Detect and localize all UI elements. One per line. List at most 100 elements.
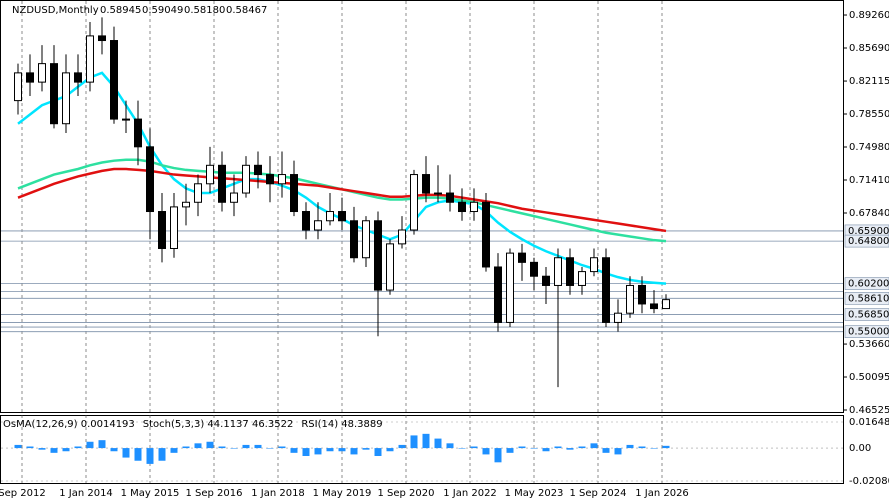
header-value: 0.58467 <box>226 5 267 16</box>
candle-body <box>566 257 574 286</box>
moving-average <box>17 167 667 233</box>
candle-body <box>410 174 418 231</box>
candle-body <box>170 206 178 249</box>
main-frame <box>0 0 844 413</box>
osma-bar <box>158 448 166 461</box>
candle-body <box>302 211 310 231</box>
x-tick-label: 1 Jan 2026 <box>635 488 689 499</box>
candle-body <box>554 257 562 286</box>
y-tick-label: -0.020807 <box>849 476 889 487</box>
candle-body <box>182 201 190 208</box>
candle-body <box>374 220 382 291</box>
level-label-box <box>844 308 889 321</box>
candle-body <box>38 63 46 83</box>
level-label: 0.65900 <box>848 226 889 237</box>
osma-bar <box>86 441 94 449</box>
osma-bar <box>134 448 142 461</box>
osma-bar <box>530 448 538 449</box>
osma-bar <box>206 441 214 449</box>
osma-bar <box>278 446 286 449</box>
osma-bar <box>578 446 586 449</box>
x-tick-label: Sep 2012 <box>0 488 46 499</box>
candle-body <box>314 220 322 231</box>
osma-bar <box>410 435 418 449</box>
candle-body <box>110 40 118 120</box>
x-tick-label: 1 Sep 2020 <box>377 488 434 499</box>
x-tick-label: 1 Jan 2022 <box>443 488 497 499</box>
osma-bar <box>446 443 454 449</box>
osma-bar <box>326 448 334 452</box>
y-tick-label: 0.89260 <box>849 10 889 21</box>
level-label-box <box>844 325 889 338</box>
candle-body <box>350 220 358 259</box>
candle-body <box>470 201 478 213</box>
indicator-label: RSI(14) 48.3889 <box>301 419 382 430</box>
candle-body <box>206 164 214 185</box>
candle-body <box>638 284 646 305</box>
candle-body <box>362 220 370 259</box>
osma-bar <box>62 448 70 452</box>
candle-body <box>434 192 442 195</box>
osma-bar <box>518 446 526 449</box>
x-tick-label: 1 May 2019 <box>313 488 372 499</box>
osma-bar <box>110 448 118 452</box>
header-value: 0.58945 <box>100 5 141 16</box>
header: NZDUSD,Monthly <box>12 5 99 16</box>
osma-bar <box>122 448 130 458</box>
osma-bar <box>554 446 562 449</box>
y-tick-label: 0.46525 <box>849 405 889 416</box>
candle-body <box>614 312 622 323</box>
y-tick-label: 0.85690 <box>849 43 889 54</box>
osma-bar <box>458 448 466 449</box>
osma-bar <box>230 448 238 449</box>
candle-body <box>62 72 70 125</box>
candle-body <box>494 266 502 323</box>
osma-bar <box>482 448 490 455</box>
osma-bar <box>266 448 274 449</box>
x-tick-label: 1 Sep 2016 <box>185 488 242 499</box>
candle-body <box>230 192 238 203</box>
osma-bar <box>434 438 442 449</box>
osma-bar <box>314 448 322 455</box>
candle-body <box>26 72 34 83</box>
candle-body <box>134 118 142 148</box>
osma-bar <box>338 448 346 452</box>
osma-bar <box>14 444 22 449</box>
level-label-box <box>844 292 889 305</box>
osma-bar <box>386 448 394 452</box>
y-tick-label: 0.71410 <box>849 175 889 186</box>
y-tick-label: 0.78550 <box>849 109 889 120</box>
osma-bar <box>254 444 262 449</box>
osma-bar <box>374 448 382 456</box>
candle-body <box>14 72 22 102</box>
header-value: 0.58180 <box>184 5 225 16</box>
osma-bar <box>218 446 226 449</box>
osma-bar <box>302 448 310 456</box>
candle-body <box>590 257 598 273</box>
osma-bar <box>398 444 406 449</box>
symbol: NZDUSD,Monthly <box>12 5 99 16</box>
osma-bar <box>650 448 658 449</box>
indicator-frame <box>0 415 844 484</box>
candle-body <box>386 243 394 291</box>
y-tick-label: 0.67840 <box>849 208 889 219</box>
osma-bar <box>50 448 58 453</box>
candle-body <box>242 164 250 194</box>
candle-body <box>122 118 130 121</box>
osma-bar <box>242 444 250 449</box>
x-tick-label: 1 Jan 2018 <box>251 488 305 499</box>
osma-bar <box>626 444 634 449</box>
indicator-label: Stoch(5,3,3) 44.1137 46.3522 <box>143 419 294 430</box>
candle-body <box>194 183 202 203</box>
osma-bar <box>74 446 82 449</box>
x-tick-label: 1 May 2015 <box>121 488 180 499</box>
candle-body <box>446 192 454 203</box>
candle-body <box>458 201 466 213</box>
osma-bar <box>542 448 550 452</box>
osma-bar <box>602 448 610 453</box>
header-value: 0.59049 <box>142 5 183 16</box>
candle-body <box>86 35 94 83</box>
level-label-box <box>844 277 889 290</box>
candle-body <box>146 146 154 213</box>
